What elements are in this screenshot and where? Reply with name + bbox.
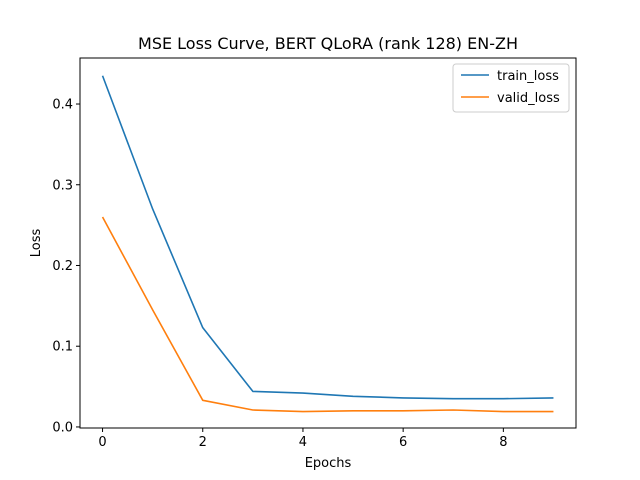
series-line-valid-loss [101, 216, 554, 413]
legend-label-train-loss: train_loss [497, 69, 559, 84]
x-tick-label: 2 [199, 435, 207, 450]
chart-title: MSE Loss Curve, BERT QLoRA (rank 128) EN… [138, 34, 518, 53]
plot-area: 0 2 4 6 8 0.0 0.1 0.2 0.3 0.4 [52, 57, 577, 450]
legend-label-valid-loss: valid_loss [497, 91, 560, 106]
legend: train_loss valid_loss [452, 63, 570, 113]
x-axis-label: Epochs [305, 456, 352, 471]
x-axis-ticks: 0 2 4 6 8 [98, 428, 507, 450]
y-tick-label: 0.0 [52, 420, 73, 435]
legend-box [452, 63, 570, 113]
x-tick-label: 0 [98, 435, 106, 450]
plot-frame [79, 57, 577, 429]
y-tick-label: 0.2 [52, 259, 73, 274]
series-line-train-loss [101, 75, 554, 400]
y-axis-label: Loss [29, 229, 44, 258]
x-tick-label: 4 [299, 435, 307, 450]
x-tick-label: 6 [399, 435, 407, 450]
y-tick-label: 0.3 [52, 178, 73, 193]
y-tick-label: 0.4 [52, 98, 73, 113]
y-tick-label: 0.1 [52, 340, 73, 355]
x-tick-label: 8 [499, 435, 507, 450]
y-axis-ticks: 0.0 0.1 0.2 0.3 0.4 [52, 98, 80, 435]
series-layer [101, 75, 554, 413]
